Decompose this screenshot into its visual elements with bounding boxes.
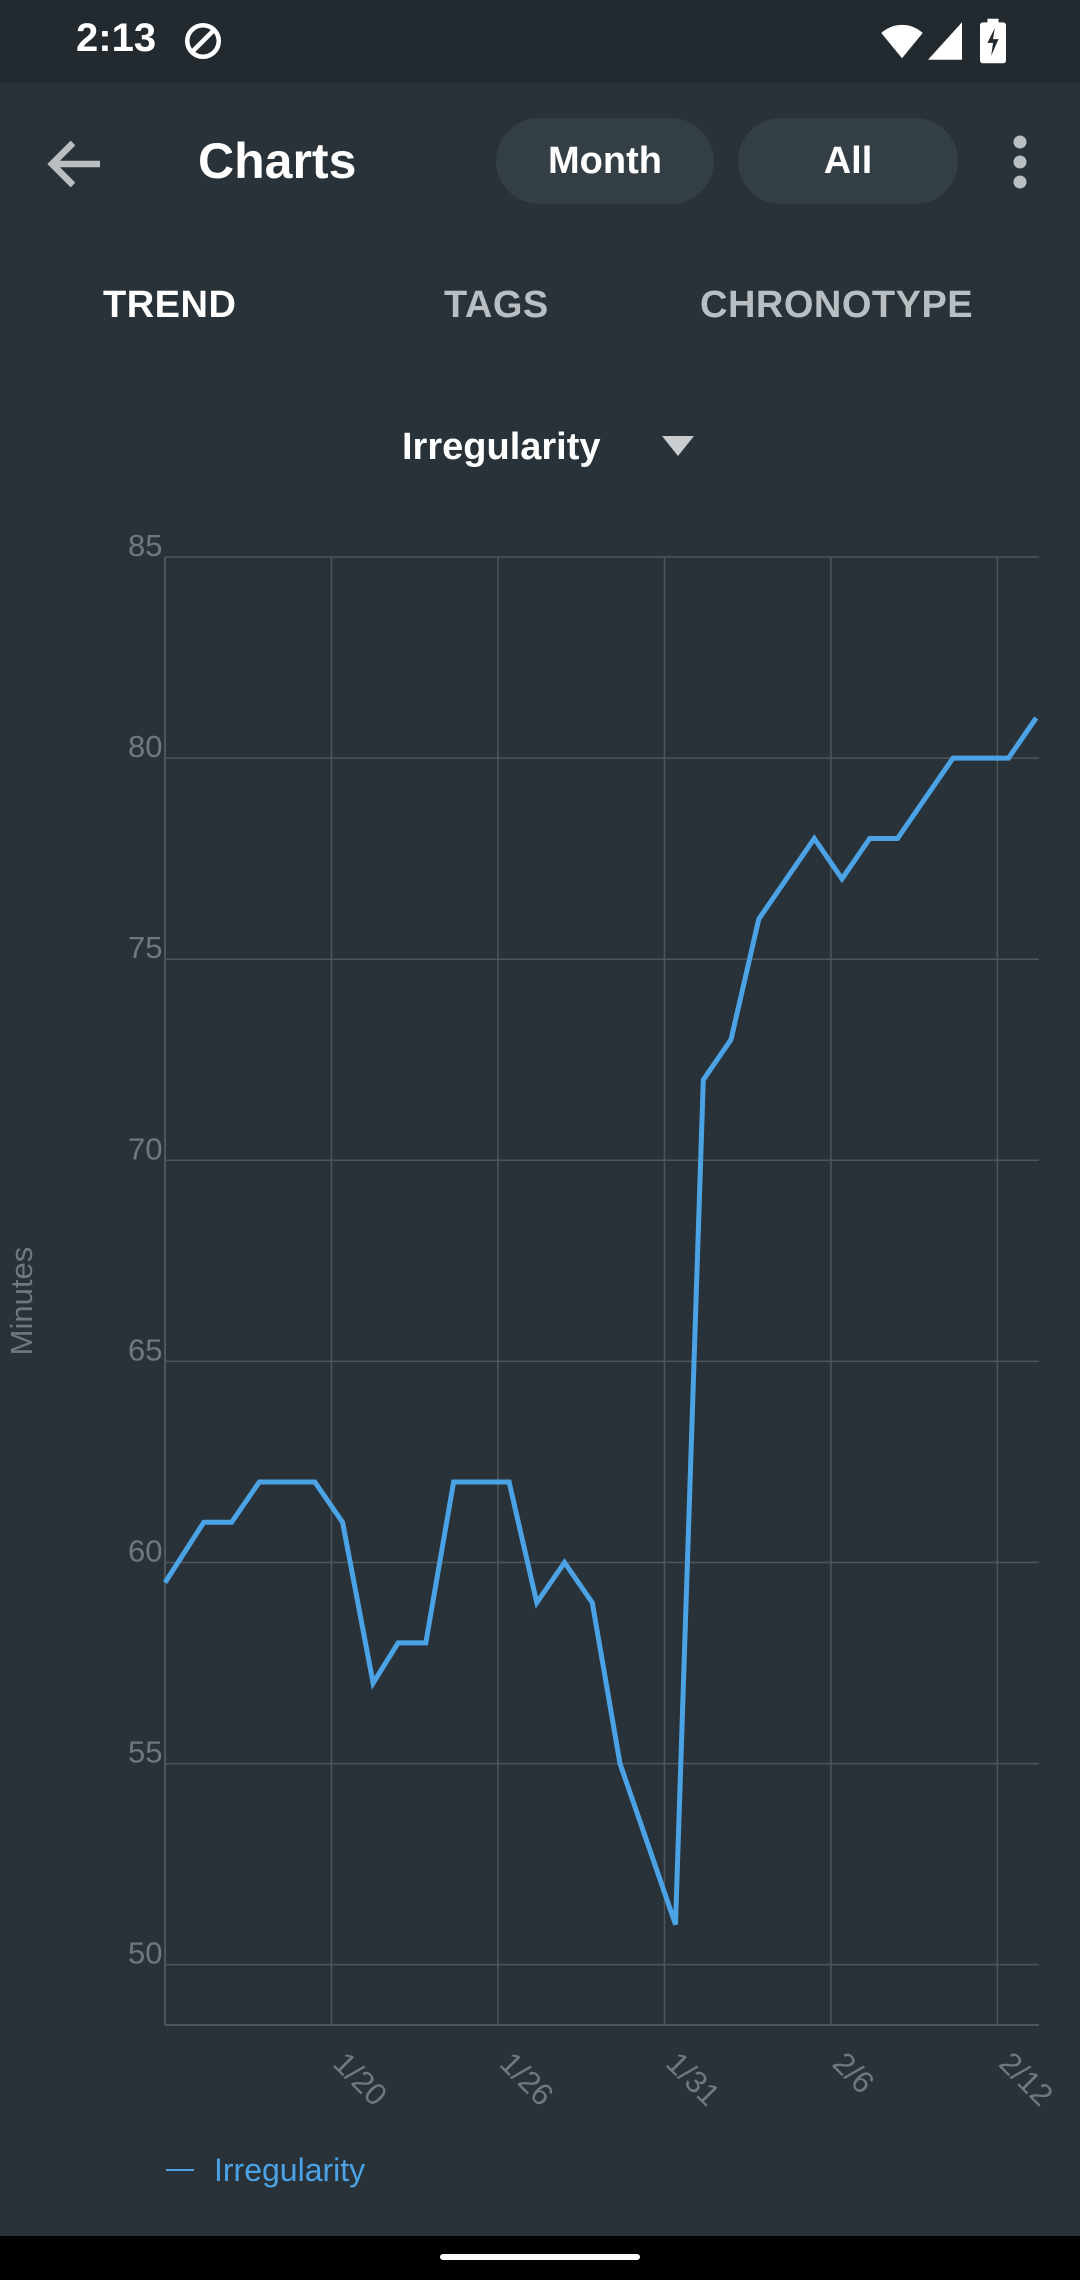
- y-tick-label: 60: [128, 1533, 162, 1568]
- y-axis-title: Minutes: [4, 1247, 39, 1356]
- status-bar: 2:13: [0, 0, 1080, 82]
- x-tick-label: 1/31: [659, 2045, 726, 2112]
- y-tick-label: 55: [128, 1735, 162, 1770]
- status-time: 2:13: [76, 16, 157, 60]
- x-tick-label: 2/6: [826, 2045, 881, 2100]
- home-handle[interactable]: [440, 2254, 640, 2260]
- arrow-back-icon[interactable]: [40, 128, 112, 200]
- chart-legend: Irregularity: [166, 2150, 365, 2190]
- tab-chronotype[interactable]: CHRONOTYPE: [700, 284, 974, 326]
- range-all-button[interactable]: All: [738, 118, 958, 204]
- legend-swatch: [166, 2169, 194, 2171]
- navigation-bar: [0, 2236, 1080, 2280]
- cell-signal-icon: [928, 22, 962, 60]
- metric-selector[interactable]: Irregularity: [380, 412, 710, 482]
- app-bar: Charts Month All: [0, 82, 1080, 242]
- wifi-icon: [881, 24, 923, 59]
- series-line-irregularity: [162, 716, 1039, 1926]
- tab-tags[interactable]: TAGS: [444, 284, 549, 326]
- y-tick-label: 80: [128, 729, 162, 764]
- y-tick-label: 75: [128, 930, 162, 965]
- y-tick-label: 50: [128, 1936, 162, 1971]
- y-tick-label: 70: [128, 1131, 162, 1166]
- x-tick-label: 1/26: [493, 2045, 560, 2112]
- more-vert-icon[interactable]: [996, 132, 1044, 192]
- x-tick-label: 2/12: [992, 2045, 1059, 2112]
- trend-chart: 50 55 60 65 70 75 80 85 1/20 1/26 1/31 2/6 2/12 Minut…: [4, 528, 1060, 2113]
- battery-charging-icon: [980, 18, 1006, 64]
- metric-selector-label: Irregularity: [402, 425, 601, 468]
- dropdown-arrow-icon: [662, 436, 694, 456]
- page-title: Charts: [198, 133, 357, 189]
- legend-label: Irregularity: [214, 2151, 366, 2188]
- x-tick-label: 1/20: [327, 2045, 394, 2112]
- tab-bar: TREND TAGS CHRONOTYPE: [0, 242, 1080, 368]
- y-tick-label: 65: [128, 1332, 162, 1367]
- tab-trend[interactable]: TREND: [103, 284, 237, 326]
- range-month-button[interactable]: Month: [496, 118, 714, 204]
- y-tick-label: 85: [128, 528, 162, 563]
- sync-icon: [184, 22, 222, 60]
